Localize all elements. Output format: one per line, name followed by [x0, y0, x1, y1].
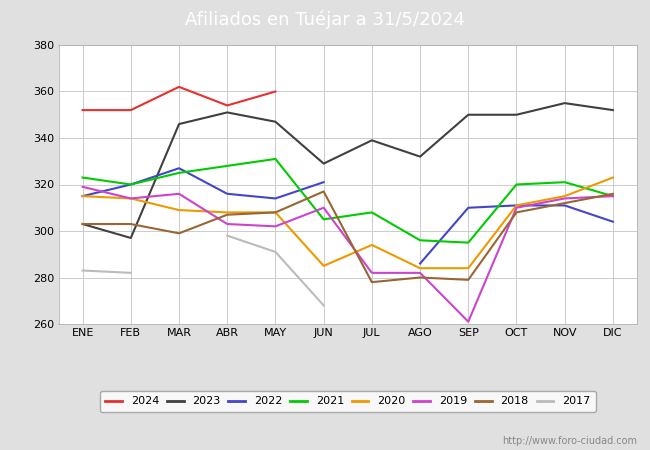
- 2020: [513, 202, 521, 208]
- Legend: 2024, 2023, 2022, 2021, 2020, 2019, 2018, 2017: 2024, 2023, 2022, 2021, 2020, 2019, 2018…: [99, 391, 596, 412]
- 2023: [464, 112, 472, 117]
- 2018: [561, 200, 569, 206]
- 2021: [464, 240, 472, 245]
- 2020: [272, 210, 280, 215]
- 2021: [561, 180, 569, 185]
- 2018: [175, 230, 183, 236]
- 2021: [79, 175, 86, 180]
- 2021: [513, 182, 521, 187]
- 2021: [609, 194, 617, 199]
- 2018: [224, 212, 231, 217]
- 2018: [416, 275, 424, 280]
- 2019: [609, 194, 617, 199]
- 2020: [79, 194, 86, 199]
- 2020: [368, 242, 376, 248]
- 2020: [561, 194, 569, 199]
- 2023: [561, 100, 569, 106]
- 2021: [224, 163, 231, 169]
- 2023: [416, 154, 424, 159]
- 2017: [127, 270, 135, 275]
- 2024: [224, 103, 231, 108]
- 2023: [320, 161, 328, 166]
- 2023: [224, 110, 231, 115]
- Text: Afiliados en Tuéjar a 31/5/2024: Afiliados en Tuéjar a 31/5/2024: [185, 11, 465, 29]
- 2021: [416, 238, 424, 243]
- Line: 2022: 2022: [83, 168, 324, 198]
- 2022: [175, 166, 183, 171]
- 2019: [127, 196, 135, 201]
- 2019: [320, 205, 328, 211]
- 2018: [320, 189, 328, 194]
- 2020: [609, 175, 617, 180]
- 2022: [224, 191, 231, 197]
- 2018: [464, 277, 472, 283]
- 2019: [416, 270, 424, 275]
- 2020: [224, 210, 231, 215]
- 2024: [175, 84, 183, 90]
- 2019: [272, 224, 280, 229]
- Line: 2018: 2018: [83, 191, 613, 282]
- 2023: [79, 221, 86, 227]
- 2019: [175, 191, 183, 197]
- 2018: [513, 210, 521, 215]
- 2020: [416, 266, 424, 271]
- Line: 2020: 2020: [83, 177, 613, 268]
- 2019: [464, 319, 472, 324]
- 2021: [175, 170, 183, 176]
- Line: 2023: 2023: [83, 103, 613, 238]
- Line: 2019: 2019: [83, 187, 613, 322]
- 2023: [175, 122, 183, 127]
- 2019: [224, 221, 231, 227]
- 2023: [272, 119, 280, 124]
- 2022: [127, 182, 135, 187]
- 2017: [79, 268, 86, 273]
- 2021: [368, 210, 376, 215]
- 2018: [127, 221, 135, 227]
- 2024: [272, 89, 280, 94]
- 2018: [272, 210, 280, 215]
- 2024: [127, 108, 135, 113]
- 2020: [320, 263, 328, 269]
- Line: 2017: 2017: [83, 270, 131, 273]
- Line: 2021: 2021: [83, 159, 613, 243]
- 2023: [513, 112, 521, 117]
- 2022: [272, 196, 280, 201]
- 2018: [368, 279, 376, 285]
- 2020: [175, 207, 183, 213]
- 2019: [79, 184, 86, 189]
- Text: http://www.foro-ciudad.com: http://www.foro-ciudad.com: [502, 436, 637, 446]
- 2020: [127, 196, 135, 201]
- 2018: [79, 221, 86, 227]
- 2023: [127, 235, 135, 241]
- 2023: [368, 138, 376, 143]
- 2023: [609, 108, 617, 113]
- 2018: [609, 191, 617, 197]
- 2019: [368, 270, 376, 275]
- 2021: [127, 182, 135, 187]
- 2019: [561, 196, 569, 201]
- 2024: [79, 108, 86, 113]
- 2021: [320, 217, 328, 222]
- 2019: [513, 205, 521, 211]
- Line: 2024: 2024: [83, 87, 276, 110]
- 2020: [464, 266, 472, 271]
- 2022: [79, 194, 86, 199]
- 2022: [320, 180, 328, 185]
- 2021: [272, 156, 280, 162]
